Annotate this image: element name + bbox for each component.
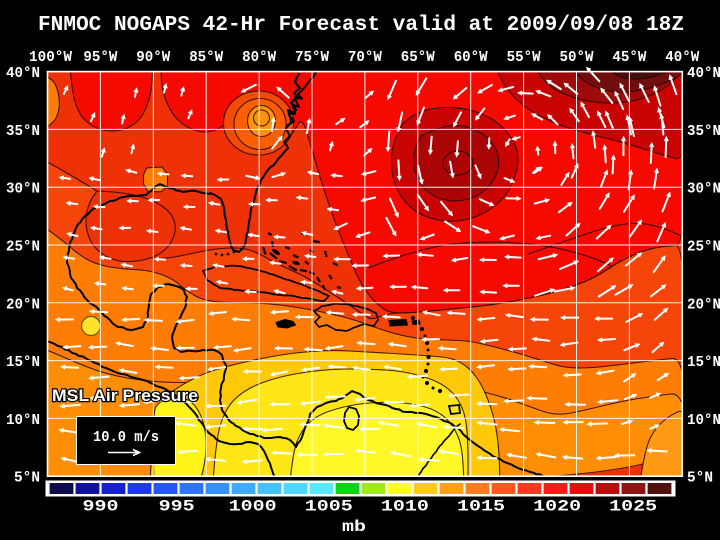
svg-text:1000: 1000: [229, 498, 277, 516]
svg-text:50°W: 50°W: [560, 49, 594, 66]
svg-text:10°N: 10°N: [6, 412, 40, 429]
svg-text:35°N: 35°N: [687, 123, 720, 140]
svg-text:25°N: 25°N: [6, 239, 40, 256]
svg-text:MSL Air Pressure: MSL Air Pressure: [52, 386, 198, 405]
svg-text:995: 995: [159, 498, 195, 516]
svg-text:20°N: 20°N: [687, 296, 720, 313]
svg-text:1010: 1010: [381, 498, 429, 516]
svg-text:mb: mb: [342, 518, 366, 536]
svg-text:95°W: 95°W: [83, 49, 117, 66]
svg-text:1025: 1025: [609, 498, 657, 516]
svg-text:FNMOC NOGAPS 42-Hr Forecast va: FNMOC NOGAPS 42-Hr Forecast valid at 200…: [38, 13, 684, 37]
svg-text:30°N: 30°N: [6, 181, 40, 198]
svg-text:990: 990: [83, 498, 119, 516]
svg-text:5°N: 5°N: [687, 470, 713, 487]
svg-text:75°W: 75°W: [295, 49, 329, 66]
svg-text:30°N: 30°N: [687, 181, 720, 198]
svg-text:1020: 1020: [533, 498, 581, 516]
svg-text:55°W: 55°W: [507, 49, 541, 66]
svg-text:45°W: 45°W: [612, 49, 646, 66]
svg-text:85°W: 85°W: [189, 49, 223, 66]
svg-text:5°N: 5°N: [14, 470, 40, 487]
svg-text:15°N: 15°N: [687, 354, 720, 371]
svg-text:35°N: 35°N: [6, 123, 40, 140]
svg-text:70°W: 70°W: [348, 49, 382, 66]
svg-text:1005: 1005: [305, 498, 353, 516]
svg-text:40°N: 40°N: [687, 65, 720, 82]
svg-text:1015: 1015: [457, 498, 505, 516]
svg-text:10°N: 10°N: [687, 412, 720, 429]
svg-text:80°W: 80°W: [242, 49, 276, 66]
svg-text:100°W: 100°W: [29, 49, 72, 66]
svg-text:25°N: 25°N: [687, 239, 720, 256]
svg-text:10.0 m/s: 10.0 m/s: [93, 429, 159, 446]
svg-text:90°W: 90°W: [136, 49, 170, 66]
svg-text:60°W: 60°W: [454, 49, 488, 66]
svg-text:40°N: 40°N: [6, 65, 40, 82]
svg-text:15°N: 15°N: [6, 354, 40, 371]
svg-text:40°W: 40°W: [665, 49, 699, 66]
svg-text:20°N: 20°N: [6, 296, 40, 313]
svg-text:65°W: 65°W: [401, 49, 435, 66]
